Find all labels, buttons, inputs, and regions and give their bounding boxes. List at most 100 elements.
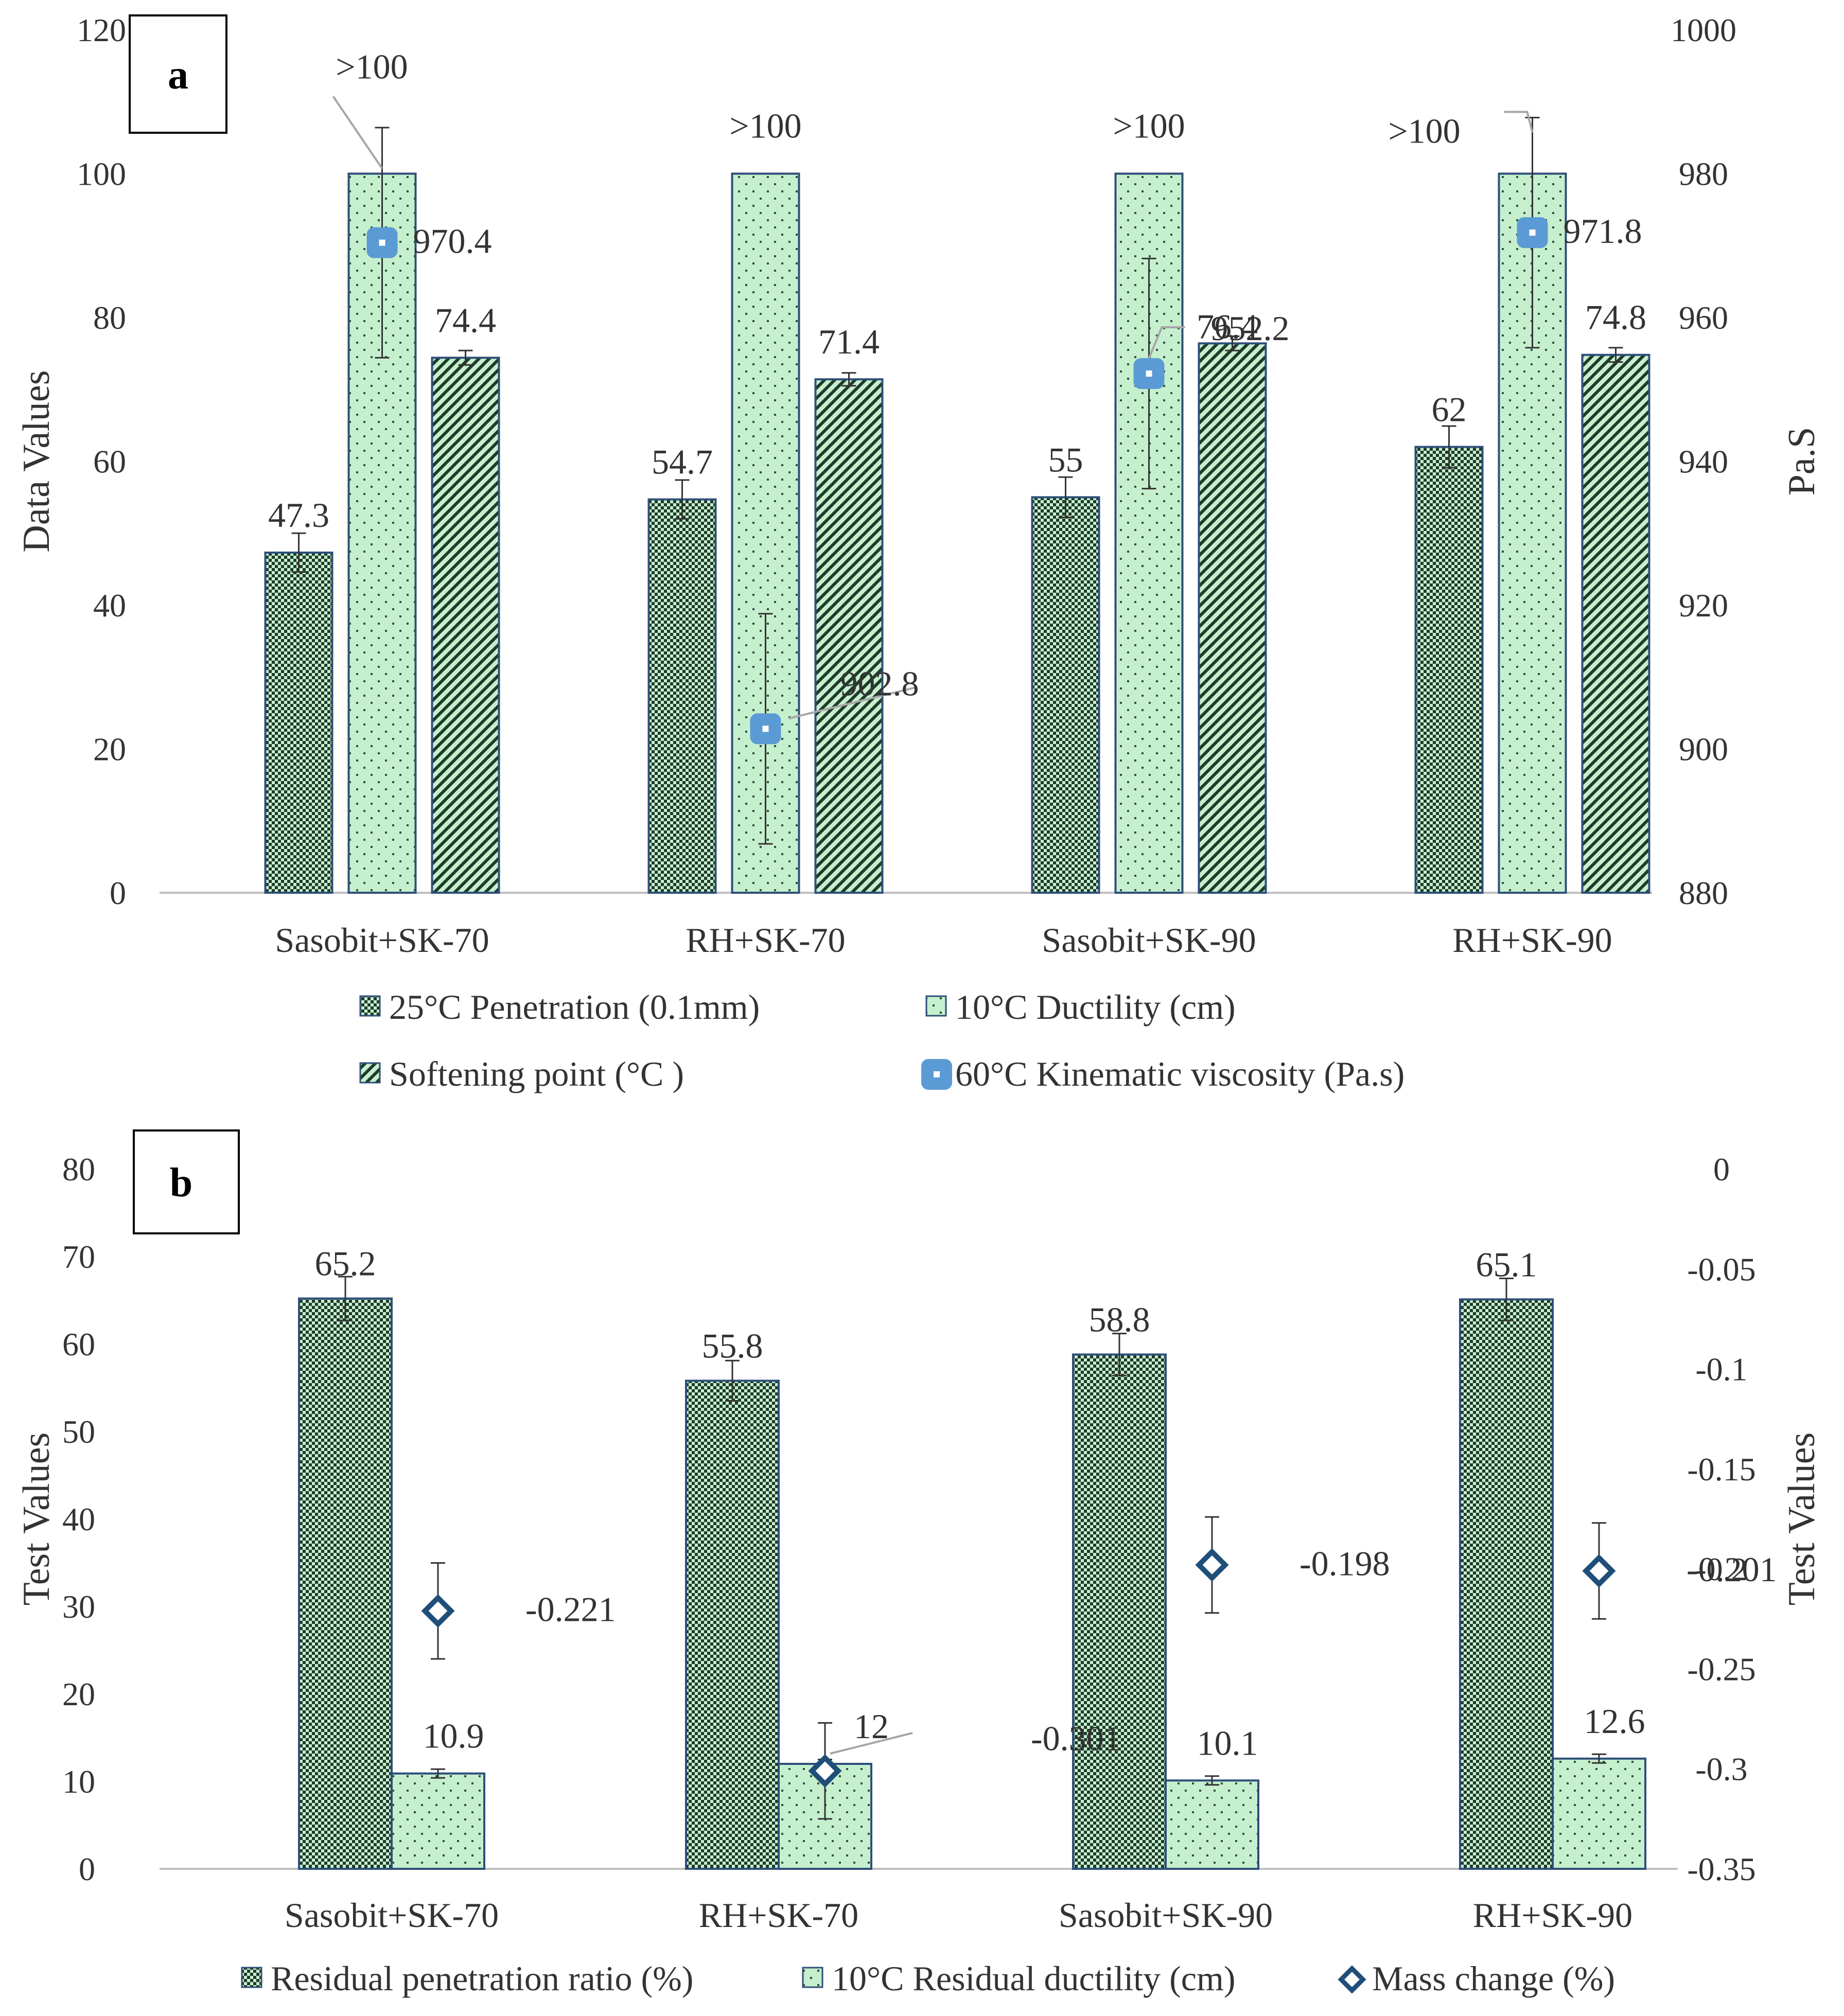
data-label: 54.7 (652, 443, 713, 482)
category-label: RH+SK-70 (699, 1896, 858, 1935)
data-label: 74.8 (1585, 298, 1646, 337)
bar (391, 1772, 485, 1870)
legend-swatch (241, 1967, 262, 1988)
y-tick-label: 60 (62, 1326, 95, 1363)
legend-label: 60°C Kinematic viscosity (Pa.s) (955, 1054, 1404, 1093)
data-label: 65.1 (1476, 1245, 1537, 1284)
leader-line (788, 686, 915, 720)
panel-b-letter: b (170, 1160, 193, 1206)
y-tick-label: 0 (79, 1851, 95, 1887)
y-right-tick-label: -0.3 (1695, 1751, 1747, 1788)
y-right-tick-label: 1000 (1671, 12, 1736, 48)
category-label: Sasobit+SK-70 (275, 921, 489, 960)
data-label: -0.201 (1687, 1550, 1777, 1589)
data-label: 74.4 (435, 300, 496, 340)
bar (298, 1297, 393, 1870)
data-label: 76.4 (1197, 307, 1258, 346)
leader-line (1148, 326, 1185, 359)
y-axis-title: Data Values (15, 370, 58, 552)
data-label: 55.8 (702, 1326, 763, 1365)
y-tick-label: 0 (110, 875, 126, 911)
y-tick-label: 20 (62, 1676, 95, 1712)
y-tick-label: 70 (62, 1239, 95, 1275)
legend-label: 10°C Ductility (cm) (955, 987, 1236, 1027)
data-label: 71.4 (818, 322, 880, 361)
category-label: RH+SK-90 (1473, 1896, 1632, 1935)
y-right-axis-title: Pa.S (1781, 427, 1823, 496)
data-point (808, 1754, 842, 1788)
y-right-tick-label: 920 (1679, 587, 1728, 624)
data-label: -0.301 (1031, 1719, 1121, 1758)
y-right-tick-label: 0 (1713, 1151, 1730, 1188)
bar (1581, 353, 1650, 894)
y-right-tick-label: -0.15 (1687, 1451, 1755, 1488)
y-tick-label: 80 (93, 299, 126, 336)
panel-a-letter: a (168, 52, 188, 98)
data-point-center (379, 239, 385, 246)
legend-swatch (359, 1062, 381, 1084)
data-label: >100 (729, 107, 801, 146)
bar (1031, 496, 1100, 894)
data-label: >100 (1113, 107, 1185, 146)
category-label: Sasobit+SK-70 (285, 1896, 499, 1935)
data-label: -0.198 (1299, 1544, 1390, 1583)
data-label: 970.4 (413, 222, 492, 261)
y-tick-label: 120 (77, 12, 126, 48)
data-label: 971.8 (1564, 211, 1642, 251)
y-right-tick-label: 900 (1679, 731, 1728, 768)
legend-swatch (1338, 1965, 1366, 1994)
legend-swatch-center (934, 1071, 940, 1077)
y-tick-label: 20 (93, 731, 126, 768)
legend-swatch (925, 995, 947, 1017)
y-right-tick-label: 880 (1679, 875, 1728, 911)
y-tick-label: 40 (93, 587, 126, 624)
data-label: 55 (1048, 440, 1083, 479)
data-point-center (1529, 229, 1536, 236)
data-point (1582, 1554, 1616, 1588)
y-tick-label: 30 (62, 1588, 95, 1625)
bar (1198, 342, 1267, 894)
y-tick-label: 80 (62, 1151, 95, 1188)
category-label: RH+SK-90 (1452, 921, 1612, 960)
y-right-tick-label: 940 (1679, 444, 1728, 480)
bar (264, 551, 333, 894)
y-tick-label: 60 (93, 444, 126, 480)
data-label: 952.2 (1211, 309, 1290, 348)
bar (1414, 446, 1484, 894)
legend-label: Mass change (%) (1372, 1959, 1615, 1998)
leader-line (1504, 111, 1534, 133)
y-tick-label: 100 (77, 156, 126, 192)
y-tick-label: 10 (62, 1763, 95, 1800)
legend-label: 25°C Penetration (0.1mm) (389, 987, 760, 1027)
data-label: >100 (1388, 112, 1460, 151)
y-right-tick-label: -0.25 (1687, 1651, 1755, 1687)
y-right-axis-title: Test Values (1781, 1433, 1823, 1606)
leader-line (830, 1732, 913, 1755)
y-tick-label: 40 (62, 1501, 95, 1537)
data-point (1195, 1548, 1229, 1582)
bar (1459, 1298, 1554, 1870)
category-label: Sasobit+SK-90 (1042, 921, 1256, 960)
y-right-tick-label: 980 (1679, 156, 1728, 192)
data-label: 47.3 (268, 496, 329, 535)
legend-swatch (359, 995, 381, 1017)
legend-label: Residual penetration ratio (%) (271, 1959, 693, 1998)
y-right-tick-label: 960 (1679, 299, 1728, 336)
data-point-center (1146, 370, 1152, 377)
data-label: 58.8 (1089, 1300, 1150, 1339)
data-label: 902.8 (840, 664, 919, 703)
bar (1552, 1757, 1646, 1870)
chart-b: 01020304050607080-0.35-0.3-0.25-0.2-0.15… (15, 1151, 1823, 1998)
bar (647, 498, 717, 894)
y-tick-label: 50 (62, 1413, 95, 1450)
data-point (421, 1594, 455, 1628)
category-label: Sasobit+SK-90 (1059, 1896, 1273, 1935)
y-axis-title: Test Values (15, 1433, 58, 1606)
category-label: RH+SK-70 (686, 921, 845, 960)
chart-a: 0 20 40 60 80 100 120 880 900 920 940 960 980 1000 Dat… (15, 12, 1823, 1093)
data-label: -0.221 (525, 1590, 616, 1629)
y-right-tick-label: -0.1 (1695, 1351, 1747, 1388)
data-label: 10.9 (423, 1717, 484, 1756)
